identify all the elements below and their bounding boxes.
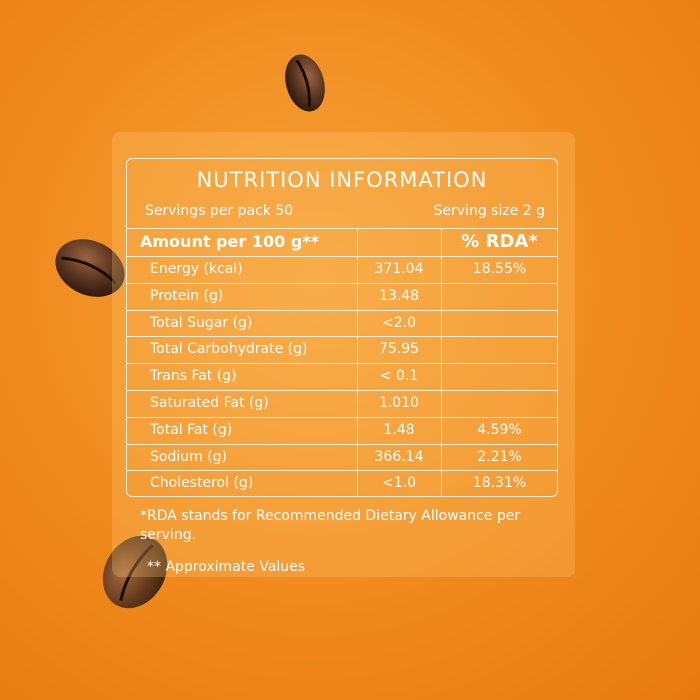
rule: [126, 390, 558, 391]
rule: [126, 228, 558, 229]
rule: [126, 363, 558, 365]
rule: [126, 416, 558, 418]
nutrient: Trans Fat (g): [150, 368, 237, 385]
rda: 2.21%: [477, 448, 522, 465]
serving-size: Serving size 2 g: [433, 203, 545, 219]
rule: [126, 470, 558, 472]
nutrient: Energy (kcal): [150, 261, 243, 277]
rda: 18.31%: [472, 475, 527, 492]
value: 1.48: [383, 421, 415, 438]
bean: [285, 54, 325, 112]
value: <2.0: [382, 314, 416, 331]
panel: [112, 132, 575, 577]
nutrient: Sodium (g): [150, 448, 227, 465]
footnote: ** Approximate Values: [147, 559, 306, 575]
nutrient: Saturated Fat (g): [150, 395, 269, 411]
nutrient: Total Carbohydrate (g): [150, 341, 308, 358]
rule: [126, 282, 558, 284]
bean: [102, 535, 168, 609]
rule: [441, 228, 442, 497]
header-amount: Amount per 100 g**: [140, 232, 319, 251]
rule: [126, 443, 558, 445]
footnote: *RDA stands for Recommended Dietary Allo…: [140, 508, 521, 543]
nutrient: Protein (g): [150, 287, 224, 304]
bean: [55, 239, 125, 297]
nutrient: Total Sugar (g): [150, 314, 253, 331]
nutrient: Total Fat (g): [150, 421, 233, 438]
rule: [126, 256, 558, 257]
rule: [126, 309, 558, 311]
value: 13.48: [378, 287, 420, 304]
rda: 4.59%: [477, 421, 522, 438]
header-rda: % RDA*: [461, 231, 538, 252]
value: 371.04: [374, 261, 424, 277]
title: NUTRITION INFORMATION: [196, 168, 488, 192]
value: 1.010: [378, 395, 420, 411]
rule: [126, 336, 558, 338]
rule: [357, 228, 358, 497]
value: <1.0: [382, 475, 416, 492]
value: 366.14: [374, 448, 424, 465]
nutrient: Cholesterol (g): [150, 475, 254, 492]
servings: Servings per pack 50: [145, 203, 294, 219]
table-border: [126, 158, 558, 497]
value: < 0.1: [379, 368, 419, 385]
value: 75.95: [378, 341, 420, 358]
rda: 18.55%: [472, 261, 527, 277]
